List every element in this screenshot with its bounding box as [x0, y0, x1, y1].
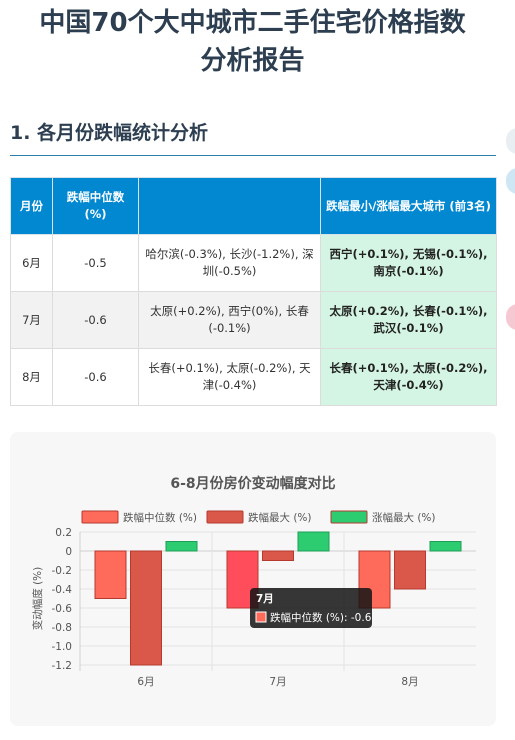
header-top: 跌幅最小/涨幅最大城市 (前3名) — [320, 177, 497, 235]
table-header-row: 月份 跌幅中位数 (%) 跌幅最小/涨幅最大城市 (前3名) — [10, 177, 497, 235]
cell-month: 7月 — [10, 291, 53, 349]
y-tick-label: 0.2 — [55, 527, 72, 539]
page-title: 中国70个大中城市二手住宅价格指数 分析报告 — [0, 4, 505, 80]
tooltip-text: 跌幅中位数 (%): -0.6 — [270, 611, 372, 624]
bar — [165, 541, 198, 552]
cell-month: 6月 — [10, 234, 53, 292]
cell-cities: 哈尔滨(-0.3%), 长沙(-1.2%), 深圳(-0.5%) — [138, 234, 321, 292]
section-divider — [10, 155, 496, 156]
y-tick-label: 0 — [65, 546, 72, 558]
bar — [297, 531, 330, 552]
bar — [262, 550, 294, 561]
y-tick-label: -1.2 — [52, 660, 73, 672]
cell-median: -0.6 — [52, 348, 139, 406]
y-tick-label: -0.2 — [52, 565, 73, 577]
side-tab[interactable] — [506, 168, 515, 194]
y-tick-label: -0.8 — [52, 622, 73, 634]
cell-top: 太原(+0.2%), 长春(-0.1%), 武汉(-0.1%) — [320, 291, 497, 349]
table-row: 7月 -0.6 太原(+0.2%), 西宁(0%), 长春(-0.1%) 太原(… — [10, 291, 497, 349]
cell-median: -0.6 — [52, 291, 139, 349]
legend-label: 跌幅最大 (%) — [248, 511, 312, 524]
chart-card: 6-8月份房价变动幅度对比跌幅中位数 (%) 跌幅最大 (%) 涨幅最大 (%) 0.… — [10, 432, 496, 726]
chart-title: 6-8月份房价变动幅度对比 — [170, 475, 335, 492]
legend-label: 涨幅最大 (%) — [372, 511, 436, 524]
header-cities — [138, 177, 321, 235]
legend-swatch — [330, 510, 368, 524]
stats-table: 月份 跌幅中位数 (%) 跌幅最小/涨幅最大城市 (前3名) 6月 -0.5 哈… — [10, 177, 497, 406]
cell-cities: 长春(+0.1%), 太原(-0.2%), 天津(-0.4%) — [138, 348, 321, 406]
cell-top: 西宁(+0.1%), 无锡(-0.1%), 南京(-0.1%) — [320, 234, 497, 292]
page-title-line1: 中国70个大中城市二手住宅价格指数 — [39, 8, 466, 38]
cell-month: 8月 — [10, 348, 53, 406]
x-tick-label: 7月 — [269, 676, 286, 688]
bar — [94, 550, 127, 599]
bar — [130, 550, 162, 666]
table-row: 6月 -0.5 哈尔滨(-0.3%), 长沙(-1.2%), 深圳(-0.5%)… — [10, 234, 497, 292]
cell-cities: 太原(+0.2%), 西宁(0%), 长春(-0.1%) — [138, 291, 321, 349]
y-tick-label: -0.4 — [52, 584, 73, 596]
y-axis-label: 变动幅度 (%) — [31, 567, 44, 631]
x-tick-label: 8月 — [401, 676, 418, 688]
side-tab[interactable] — [506, 304, 515, 330]
legend-label: 跌幅中位数 (%) — [123, 511, 197, 524]
legend-swatch — [81, 510, 119, 524]
y-tick-label: -0.6 — [52, 603, 73, 615]
page-title-line2: 分析报告 — [200, 46, 305, 76]
cell-median: -0.5 — [52, 234, 139, 292]
bar — [394, 550, 426, 590]
header-month: 月份 — [10, 177, 53, 235]
x-tick-label: 6月 — [137, 676, 154, 688]
section-heading: 1. 各月份跌幅统计分析 — [10, 122, 209, 144]
tooltip-swatch — [255, 611, 267, 623]
tooltip-title: 7月 — [256, 593, 274, 605]
header-median: 跌幅中位数 (%) — [52, 177, 139, 235]
y-tick-label: -1.0 — [52, 641, 73, 653]
legend-swatch — [206, 510, 244, 524]
bar — [429, 541, 462, 552]
cell-top: 长春(+0.1%), 太原(-0.2%), 天津(-0.4%) — [320, 348, 497, 406]
side-tab[interactable] — [506, 128, 515, 154]
tooltip-box — [250, 588, 372, 628]
table-row: 8月 -0.6 长春(+0.1%), 太原(-0.2%), 天津(-0.4%) … — [10, 348, 497, 406]
